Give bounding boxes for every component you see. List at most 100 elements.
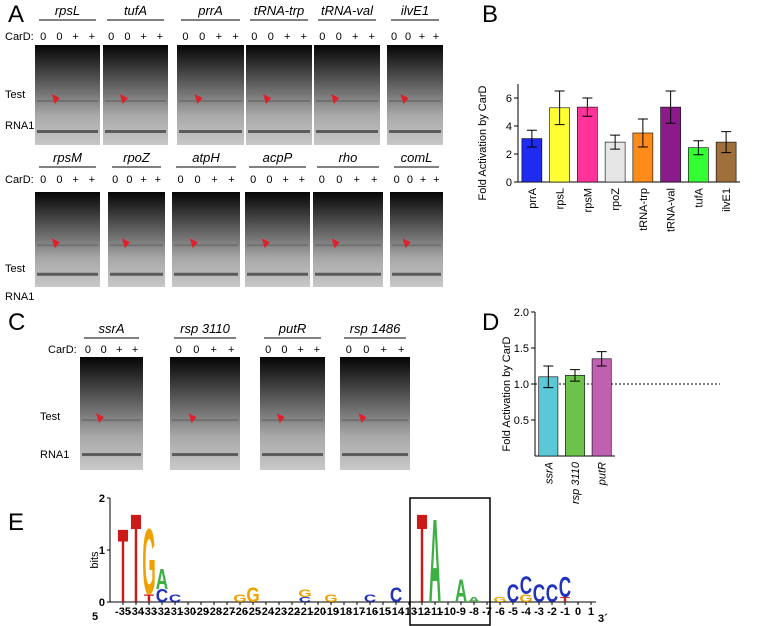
logo-x-tick-label: -29 [193, 606, 209, 618]
logo-letter: C [533, 579, 545, 608]
arrowhead [119, 94, 128, 104]
lane-label: + [299, 174, 305, 186]
lane-label: + [72, 31, 78, 43]
bar [577, 106, 598, 183]
arrowhead [51, 238, 60, 249]
lane-label: + [228, 174, 234, 186]
logo-x-tick-label: -12 [414, 606, 430, 618]
lane-label: 0 [193, 344, 199, 356]
card-label: CarD: [48, 344, 77, 356]
logo-x-tick-label: -14 [388, 606, 405, 618]
x-tick-label: prrA [527, 187, 539, 208]
logo-x-tick-label: -16 [362, 606, 378, 618]
gel-band [110, 272, 163, 276]
gel-image [246, 45, 312, 145]
x-tick-label: rpoZ [610, 188, 622, 211]
gel-band [262, 453, 323, 457]
gel-image [170, 357, 240, 470]
gel-band [315, 244, 381, 247]
lane-label: 0 [101, 344, 107, 356]
logo-x-tick-label: -33 [141, 606, 157, 618]
logo-letter: G [493, 595, 506, 603]
lane-label: + [433, 174, 439, 186]
lane-label: 0 [40, 174, 46, 186]
arrowhead [331, 238, 340, 249]
panel-label: D [482, 309, 499, 336]
y-tick-label: 2.0 [514, 307, 529, 319]
gene-name: tRNA-trp [254, 3, 305, 18]
logo-letter: C [559, 571, 571, 604]
logo-letter: G [233, 593, 246, 605]
gel-image [314, 45, 380, 145]
gel-band [110, 244, 163, 247]
gene-name: rsp 1486 [350, 321, 401, 336]
lane-label: + [116, 344, 122, 356]
logo-letter: T [118, 507, 129, 624]
lane-label: + [301, 31, 307, 43]
lane-label: 0 [394, 174, 400, 186]
logo-x-tick-label: -25 [245, 606, 261, 618]
gel-image [80, 357, 143, 470]
y-tick-label: 6 [506, 93, 512, 105]
gel-image [172, 192, 240, 287]
logo-x-tick-label: -10 [440, 606, 456, 618]
gene-name: rpsM [53, 150, 82, 165]
five-prime: 5 [92, 611, 98, 623]
logo-x-tick-label: -19 [323, 606, 339, 618]
logo-x-tick-label: -17 [349, 606, 365, 618]
y-tick-label: 0.5 [514, 415, 529, 427]
gene-name: rpoZ [123, 150, 151, 165]
gel-image [390, 192, 443, 287]
gel-band [248, 130, 310, 133]
gene-name: tufA [124, 3, 147, 18]
logo-letter: C [390, 583, 402, 607]
logo-x-tick-label: -5 [508, 606, 518, 618]
lane-label: + [211, 174, 217, 186]
gel-image [177, 45, 244, 145]
logo-letter: C [169, 593, 181, 605]
lane-label: + [284, 31, 290, 43]
logo-letter: G [246, 583, 259, 607]
error-bar [637, 118, 648, 148]
arrowhead [263, 94, 272, 104]
y-tick-label: 4 [506, 121, 512, 133]
logo-box [409, 497, 491, 626]
logo-x-tick-label: -24 [258, 606, 275, 618]
x-tick-label: tufA [693, 187, 705, 207]
gel-band [392, 272, 441, 276]
gel-band [37, 130, 98, 133]
logo-x-tick-label: -4 [521, 606, 532, 618]
error-bar [693, 140, 704, 156]
lane-label: + [352, 31, 358, 43]
panel-label: B [482, 1, 498, 28]
error-bar [543, 365, 554, 389]
lane-label: + [157, 31, 163, 43]
lane-label: 0 [182, 31, 188, 43]
logo-y-tick-label: 0 [99, 597, 105, 609]
gel-band [342, 419, 408, 422]
logo-y-tick-label: 2 [99, 493, 105, 505]
logo-letter: A [429, 496, 441, 626]
lane-label: + [297, 344, 303, 356]
lane-label: 0 [108, 31, 114, 43]
logo-x-tick-label: -26 [232, 606, 248, 618]
gene-name: rsp 3110 [180, 321, 230, 336]
lane-label: 0 [85, 344, 91, 356]
lane-label: 0 [265, 344, 271, 356]
logo-letter: G [298, 588, 311, 600]
arrowhead [261, 238, 270, 249]
gel-image [387, 45, 443, 145]
logo-x-tick-label: -34 [128, 606, 145, 618]
logo-letter: C [546, 579, 558, 608]
lane-label: + [282, 174, 288, 186]
logo-y-tick-label: 1 [99, 545, 105, 557]
panel-label: E [8, 509, 24, 536]
logo-x-tick-label: -21 [297, 606, 313, 618]
gel-band [342, 453, 408, 457]
gel-image [245, 192, 310, 287]
arrowhead [189, 238, 198, 249]
gel-band [389, 130, 441, 133]
lane-label: + [89, 31, 95, 43]
gel-image [35, 45, 100, 145]
